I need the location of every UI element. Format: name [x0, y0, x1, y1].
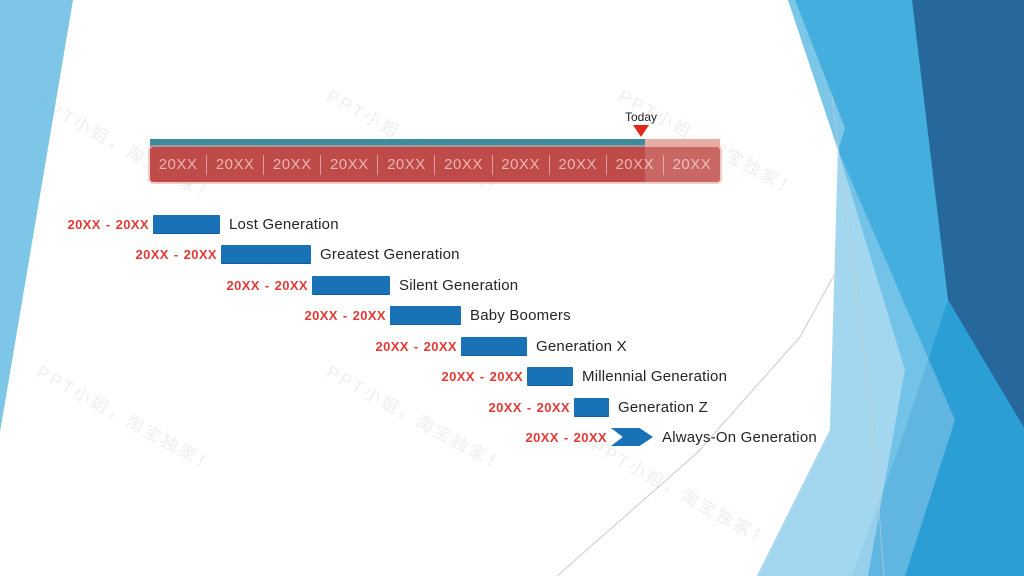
- generation-bar: [312, 276, 390, 295]
- year-divider: [206, 154, 208, 175]
- generation-row: 20XX -20XX Greatest Generation: [0, 245, 1024, 264]
- future-fade-overlay: [645, 147, 720, 182]
- pale-sliver-facet: [788, 0, 845, 150]
- pale-mid-facet: [838, 150, 955, 576]
- generation-arrow-bar: [611, 428, 653, 446]
- generation-bar: [390, 306, 461, 325]
- range-start: 20XX: [135, 247, 169, 262]
- generation-name-label: Millennial Generation: [582, 368, 728, 385]
- generation-row: 20XX -20XX Generation Z: [0, 398, 1024, 417]
- year-range-label: 20XX -20XX: [488, 400, 570, 415]
- year-divider: [263, 154, 265, 175]
- generation-bar: [153, 215, 220, 234]
- range-separator: -: [413, 339, 419, 354]
- range-separator: -: [479, 369, 485, 384]
- generation-bar: [574, 398, 609, 417]
- range-end: 20XX: [423, 339, 457, 354]
- range-start: 20XX: [441, 369, 475, 384]
- year-divider: [662, 154, 664, 175]
- year-tick-label: 20XX: [215, 156, 255, 173]
- dark-top-right-facet: [912, 0, 1024, 428]
- timeline-header: 20XX 20XX 20XX 20XX 20XX 20XX 20XX 20XX 20XX 20XX: [150, 139, 720, 182]
- year-divider: [377, 154, 379, 175]
- year-tick-label: 20XX: [444, 156, 483, 173]
- range-end: 20XX: [274, 278, 308, 293]
- future-time-strip: [645, 139, 720, 147]
- range-end: 20XX: [536, 400, 570, 415]
- today-marker: Today: [620, 110, 662, 137]
- year-divider: [605, 154, 607, 175]
- range-start: 20XX: [488, 400, 522, 415]
- year-tick-label: 20XX: [387, 156, 426, 173]
- generation-row: 20XX -20XX Millennial Generation: [0, 367, 1024, 386]
- range-separator: -: [342, 308, 348, 323]
- year-range-label: 20XX -20XX: [67, 217, 149, 232]
- range-separator: -: [526, 400, 532, 415]
- generation-bar: [527, 367, 573, 386]
- year-range-label: 20XX -20XX: [226, 278, 308, 293]
- range-start: 20XX: [67, 217, 101, 232]
- generation-bar: [221, 245, 311, 264]
- generation-row: 20XX -20XX Baby Boomers: [0, 306, 1024, 325]
- thin-diagonal-line: [556, 267, 839, 576]
- left-wedge-shape: [0, 0, 73, 432]
- today-label: Today: [624, 110, 658, 124]
- generation-row: 20XX -20XX Lost Generation: [0, 215, 1024, 234]
- elapsed-time-strip: [150, 139, 645, 147]
- year-divider: [434, 154, 436, 175]
- year-divider: [320, 154, 322, 175]
- generation-name-label: Greatest Generation: [320, 246, 460, 263]
- generation-name-label: Silent Generation: [399, 277, 519, 294]
- year-tick-label: 20XX: [501, 156, 540, 173]
- range-start: 20XX: [375, 339, 409, 354]
- today-triangle-icon: [633, 125, 649, 137]
- year-range-label: 20XX -20XX: [135, 247, 217, 262]
- generation-row: 20XX -20XX Generation X: [0, 337, 1024, 356]
- range-end: 20XX: [115, 217, 149, 232]
- range-start: 20XX: [304, 308, 338, 323]
- generation-row: 20XX -20XX Always-On Generation: [0, 428, 1024, 446]
- year-bar: 20XX 20XX 20XX 20XX 20XX 20XX 20XX 20XX 20XX 20XX: [150, 147, 720, 182]
- year-range-label: 20XX -20XX: [525, 430, 607, 445]
- generation-name-label: Generation Z: [618, 399, 708, 416]
- generation-name-label: Generation X: [536, 338, 627, 355]
- range-separator: -: [563, 430, 569, 445]
- year-divider: [491, 154, 493, 175]
- thin-diagonal-line-2: [831, 95, 885, 576]
- range-end: 20XX: [352, 308, 386, 323]
- range-separator: -: [264, 278, 270, 293]
- year-range-label: 20XX -20XX: [441, 369, 523, 384]
- year-range-label: 20XX -20XX: [304, 308, 386, 323]
- pale-lower-facet: [757, 150, 905, 576]
- range-end: 20XX: [489, 369, 523, 384]
- generation-name-label: Lost Generation: [229, 216, 339, 233]
- year-range-label: 20XX -20XX: [375, 339, 457, 354]
- generation-name-label: Always-On Generation: [662, 429, 817, 446]
- year-tick-label: 20XX: [672, 156, 712, 173]
- range-end: 20XX: [183, 247, 217, 262]
- range-separator: -: [173, 247, 179, 262]
- bright-bottom-right-facet: [852, 300, 1024, 576]
- range-separator: -: [105, 217, 111, 232]
- generation-name-label: Baby Boomers: [470, 307, 571, 324]
- generation-bar: [461, 337, 527, 356]
- year-tick-label: 20XX: [158, 156, 198, 173]
- year-divider: [548, 154, 550, 175]
- range-end: 20XX: [573, 430, 607, 445]
- year-tick-label: 20XX: [558, 156, 598, 173]
- range-start: 20XX: [525, 430, 559, 445]
- range-start: 20XX: [226, 278, 260, 293]
- year-tick-label: 20XX: [615, 156, 655, 173]
- year-tick-label: 20XX: [329, 156, 369, 173]
- year-tick-label: 20XX: [272, 156, 312, 173]
- generation-row: 20XX -20XX Silent Generation: [0, 276, 1024, 295]
